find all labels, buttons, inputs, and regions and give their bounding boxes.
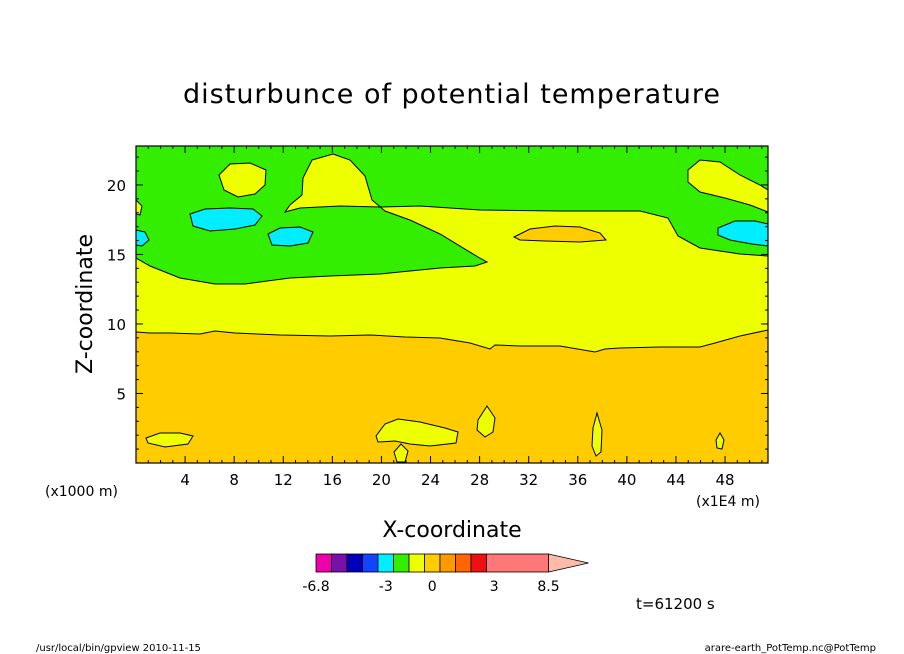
yellow-pocket-3 [393,443,409,463]
yellow-pocket-6 [715,431,725,450]
plot-frame [135,145,769,464]
y-tick-label: 5 [116,385,126,403]
region-orange-layer [136,329,768,463]
cyan-pocket-4 [717,220,768,247]
yellow-pocket-1 [145,432,194,448]
orange-pocket-upper [512,225,608,243]
x-tick-label: 16 [323,471,342,489]
colorbar-label: 3 [490,579,499,595]
x-tick-label: 32 [519,471,538,489]
yellow-pocket-upper-3 [136,199,143,216]
y-axis-label: Z-coordinate [73,234,98,374]
time-label: t=61200 s [636,595,715,613]
yellow-pocket-upper-2 [687,159,768,213]
cyan-pocket-1 [189,207,263,232]
colorbar-bin [393,553,410,573]
x-tick-label: 20 [372,471,391,489]
colorbar-bin [315,553,332,573]
cyan-pocket-2 [267,226,314,247]
x-tick-labels: 4 8 12 16 20 24 28 32 36 40 44 48 [180,471,734,489]
footer-right: arare-earth_PotTemp.nc@PotTemp [705,643,876,654]
y-tick-label: 15 [107,246,126,264]
colorbar-label: 0 [428,579,437,595]
axis-ticks [136,146,768,463]
colorbar-bin [439,553,456,573]
colorbar-bin [455,553,472,573]
x-tick-label: 48 [716,471,735,489]
colorbar-label: 8.5 [537,579,559,595]
colorbar-bin [408,553,425,573]
x-axis-label: X-coordinate [382,518,521,543]
yellow-pocket-upper-1 [218,162,267,198]
x-units-label: (x1E4 m) [696,494,760,510]
yellow-pocket-2 [375,418,459,447]
colorbar-bin [362,553,379,573]
colorbar-bin [424,553,441,573]
plot-area [136,146,768,463]
x-tick-label: 4 [180,471,190,489]
y-units-label: (x1000 m) [45,484,118,500]
chart-title: disturbunce of potential temperature [183,79,721,110]
colorbar-bin [470,553,487,573]
y-tick-label: 10 [107,316,126,334]
yellow-pocket-5 [591,411,603,457]
x-tick-label: 12 [274,471,293,489]
colorbar-bin [331,553,348,573]
x-tick-label: 24 [421,471,440,489]
x-tick-label: 40 [617,471,636,489]
y-tick-labels: 5 10 15 20 [107,177,126,404]
colorbar-label: -6.8 [302,579,329,595]
cyan-pocket-3 [136,229,150,247]
footer-left: /usr/local/bin/gpview 2010-11-15 [36,643,201,654]
colorbar-label: -3 [379,579,393,595]
colorbar-extend-arrow [548,553,589,573]
y-tick-label: 20 [107,177,126,195]
x-tick-label: 44 [666,471,685,489]
x-tick-label: 36 [568,471,587,489]
colorbar-bin [346,553,363,573]
colorbar-labels: -6.8 -3 0 3 8.5 [302,579,559,595]
x-tick-label: 28 [470,471,489,489]
colorbar-bin [486,553,549,573]
colorbar-bin [377,553,394,573]
yellow-pocket-4 [476,405,496,438]
colorbar [315,553,589,573]
x-tick-label: 8 [229,471,239,489]
